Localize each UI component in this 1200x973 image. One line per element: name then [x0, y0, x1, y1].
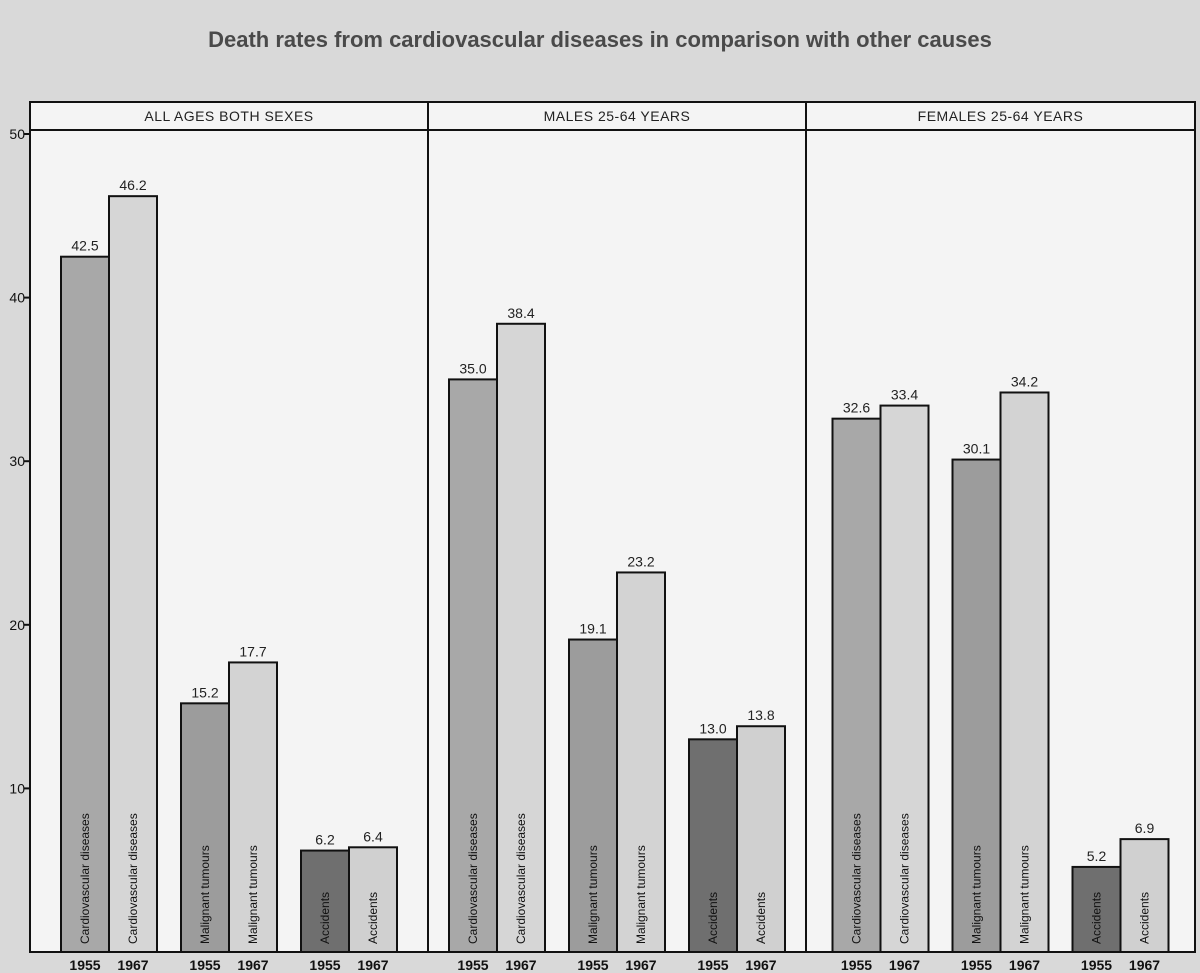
- bar: [496, 322, 546, 953]
- bar-category-label: Malignant tumours: [970, 845, 984, 944]
- bar-category-label: Accidents: [366, 892, 380, 944]
- data-label: 34.2: [1011, 373, 1038, 389]
- bar: [999, 391, 1050, 954]
- x-tick-label: 1955: [189, 957, 220, 973]
- bar: [831, 417, 882, 953]
- bar: [736, 725, 786, 953]
- panel-label: MALES 25-64 YEARS: [544, 108, 691, 124]
- data-label: 19.1: [579, 621, 606, 637]
- y-tick-label: 20: [9, 617, 25, 633]
- x-tick-label: 1967: [625, 957, 656, 973]
- bar-category-label: Accidents: [1090, 892, 1104, 944]
- chart-title: Death rates from cardiovascular diseases…: [208, 27, 992, 52]
- data-label: 13.8: [747, 707, 774, 723]
- bar-category-label: Malignant tumours: [586, 845, 600, 944]
- bar: [951, 458, 1002, 953]
- bar: [1071, 865, 1122, 953]
- bar-category-label: Cardiovascular diseases: [78, 813, 92, 944]
- bar-category-label: Malignant tumours: [198, 845, 212, 944]
- data-label: 42.5: [71, 238, 98, 254]
- bar-category-label: Malignant tumours: [246, 845, 260, 944]
- x-tick-label: 1967: [1009, 957, 1040, 973]
- data-label: 38.4: [507, 305, 534, 321]
- bar-category-label: Accidents: [1138, 892, 1152, 944]
- data-label: 5.2: [1087, 848, 1107, 864]
- data-label: 33.4: [891, 387, 918, 403]
- bars: 42.5 Cardiovascular diseases 1955 46.2 Cardi…: [60, 177, 1170, 973]
- data-label: 35.0: [459, 360, 486, 376]
- x-tick-label: 1967: [1129, 957, 1160, 973]
- x-tick-label: 1967: [889, 957, 920, 973]
- data-label: 23.2: [627, 553, 654, 569]
- bar: [616, 571, 666, 953]
- y-tick-label: 30: [9, 453, 25, 469]
- bar-category-label: Malignant tumours: [634, 845, 648, 944]
- x-tick-label: 1955: [1081, 957, 1112, 973]
- x-tick-label: 1955: [841, 957, 872, 973]
- data-label: 46.2: [119, 177, 146, 193]
- data-label: 15.2: [191, 684, 218, 700]
- bar-category-label: Cardiovascular diseases: [850, 813, 864, 944]
- data-label: 17.7: [239, 643, 266, 659]
- bar-category-label: Accidents: [754, 892, 768, 944]
- bar-category-label: Cardiovascular diseases: [898, 813, 912, 944]
- bar: [879, 404, 930, 953]
- bar: [348, 846, 398, 954]
- bar: [108, 195, 158, 953]
- bar: [568, 638, 618, 953]
- x-tick-label: 1955: [309, 957, 340, 973]
- data-label: 6.4: [363, 828, 383, 844]
- y-tick-label: 10: [9, 780, 25, 796]
- x-tick-label: 1955: [697, 957, 728, 973]
- panel-label: ALL AGES BOTH SEXES: [144, 108, 313, 124]
- bar: [228, 661, 278, 953]
- x-tick-label: 1967: [357, 957, 388, 973]
- bar: [448, 378, 498, 953]
- data-label: 30.1: [963, 441, 990, 457]
- data-label: 6.9: [1135, 820, 1155, 836]
- x-tick-label: 1955: [457, 957, 488, 973]
- bar-category-label: Accidents: [318, 892, 332, 944]
- data-label: 32.6: [843, 400, 870, 416]
- bar: [1119, 838, 1170, 954]
- x-tick-label: 1955: [961, 957, 992, 973]
- bar: [688, 738, 738, 953]
- data-label: 6.2: [315, 832, 335, 848]
- x-tick-label: 1967: [117, 957, 148, 973]
- bar: [180, 702, 230, 953]
- y-tick-label: 50: [9, 126, 25, 142]
- x-tick-label: 1955: [69, 957, 100, 973]
- y-tick-label: 40: [9, 290, 25, 306]
- x-tick-label: 1955: [577, 957, 608, 973]
- panel-label: FEMALES 25-64 YEARS: [918, 108, 1084, 124]
- x-tick-label: 1967: [237, 957, 268, 973]
- bar-category-label: Malignant tumours: [1018, 845, 1032, 944]
- bar-category-label: Cardiovascular diseases: [126, 813, 140, 944]
- x-tick-label: 1967: [505, 957, 536, 973]
- bar: [60, 255, 110, 953]
- data-label: 13.0: [699, 720, 726, 736]
- x-tick-label: 1967: [745, 957, 776, 973]
- bar-category-label: Cardiovascular diseases: [466, 813, 480, 944]
- bar-category-label: Accidents: [706, 892, 720, 944]
- bar-category-label: Cardiovascular diseases: [514, 813, 528, 944]
